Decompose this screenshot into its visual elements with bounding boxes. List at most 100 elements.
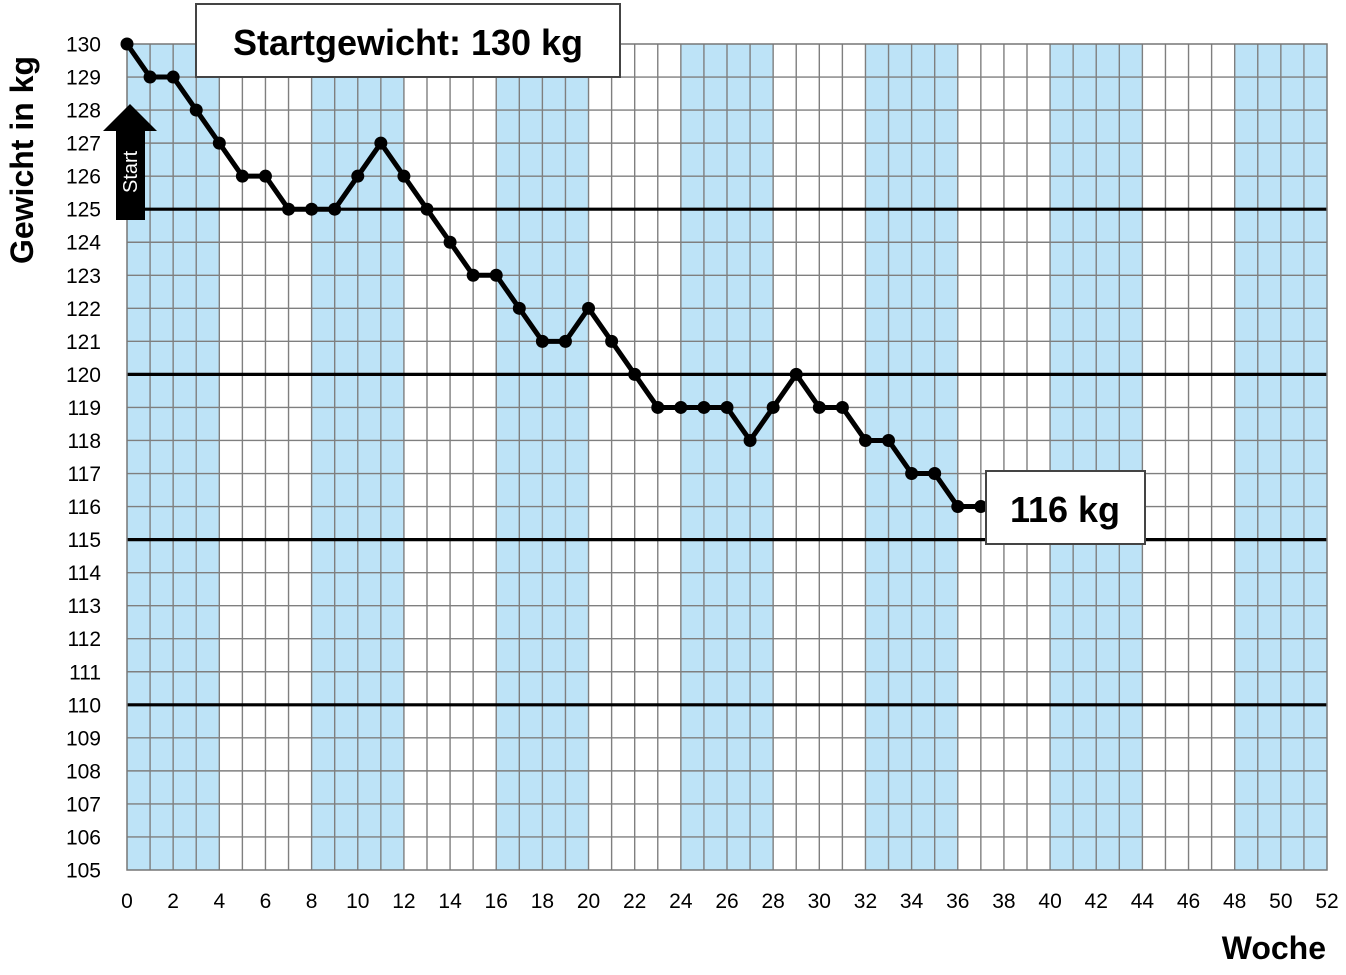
data-point-week-28 xyxy=(766,400,780,414)
y-axis-title: Gewicht in kg xyxy=(4,56,40,264)
x-tick-label-30: 30 xyxy=(808,890,831,913)
data-point-week-14 xyxy=(443,235,457,249)
data-point-week-12 xyxy=(397,169,411,183)
x-tick-label-48: 48 xyxy=(1223,890,1246,913)
data-point-week-32 xyxy=(858,433,872,447)
y-tick-label-117: 117 xyxy=(68,463,101,486)
y-tick-label-128: 128 xyxy=(66,100,101,123)
data-point-week-9 xyxy=(328,202,342,216)
x-tick-label-22: 22 xyxy=(623,890,646,913)
y-tick-label-118: 118 xyxy=(68,430,101,453)
y-tick-label-106: 106 xyxy=(66,826,101,849)
data-point-week-33 xyxy=(882,433,896,447)
x-tick-label-50: 50 xyxy=(1269,890,1292,913)
data-point-week-26 xyxy=(720,400,734,414)
x-tick-label-6: 6 xyxy=(260,890,272,913)
x-tick-label-2: 2 xyxy=(167,890,179,913)
data-point-week-16 xyxy=(489,268,503,282)
data-point-week-22 xyxy=(628,367,642,381)
x-tick-label-34: 34 xyxy=(900,890,924,913)
data-point-week-6 xyxy=(258,169,272,183)
y-tick-label-127: 127 xyxy=(66,133,101,156)
end-weight-label: 116 kg xyxy=(1010,489,1120,530)
x-tick-label-44: 44 xyxy=(1131,890,1155,913)
y-tick-labels: 105 106 107 108 109 110 111 112 113 114 115 116 117 1… xyxy=(66,34,101,883)
x-tick-label-14: 14 xyxy=(438,890,462,913)
y-tick-label-114: 114 xyxy=(68,562,102,585)
x-tick-label-18: 18 xyxy=(531,890,554,913)
data-point-week-36 xyxy=(951,500,965,514)
y-tick-label-119: 119 xyxy=(68,397,101,420)
data-point-week-19 xyxy=(558,334,572,348)
weight-series xyxy=(120,37,988,514)
data-point-week-2 xyxy=(166,70,180,84)
data-point-week-31 xyxy=(835,400,849,414)
data-point-week-17 xyxy=(512,301,526,315)
data-point-week-13 xyxy=(420,202,434,216)
y-tick-label-107: 107 xyxy=(66,793,101,816)
data-point-week-4 xyxy=(212,136,226,150)
grid xyxy=(127,44,1327,870)
data-point-week-23 xyxy=(651,400,665,414)
data-point-week-1 xyxy=(143,70,157,84)
data-point-week-11 xyxy=(374,136,388,150)
x-tick-label-16: 16 xyxy=(485,890,508,913)
data-point-week-35 xyxy=(928,467,942,481)
y-tick-label-105: 105 xyxy=(66,860,101,883)
data-point-week-29 xyxy=(789,367,803,381)
start-marker: Start xyxy=(103,104,157,220)
data-point-week-8 xyxy=(305,202,319,216)
x-tick-label-0: 0 xyxy=(121,890,133,913)
data-point-week-20 xyxy=(582,301,596,315)
x-tick-label-20: 20 xyxy=(577,890,600,913)
y-tick-label-124: 124 xyxy=(66,232,101,255)
start-weight-callout: Startgewicht: 130 kg xyxy=(195,3,621,78)
y-tick-label-110: 110 xyxy=(68,694,101,717)
y-tick-label-125: 125 xyxy=(66,199,101,222)
x-tick-label-46: 46 xyxy=(1177,890,1200,913)
y-tick-label-120: 120 xyxy=(66,364,101,387)
start-weight-label: Startgewicht: 130 kg xyxy=(233,22,583,63)
y-tick-label-121: 121 xyxy=(66,331,101,354)
x-tick-label-4: 4 xyxy=(213,890,225,913)
data-point-week-21 xyxy=(605,334,619,348)
x-tick-labels: 0 2 4 6 8 10 12 14 16 18 20 22 24 26 28 30 32 34 36 38 40 42 4… xyxy=(121,890,1339,913)
start-arrow-icon xyxy=(103,104,157,220)
x-tick-label-8: 8 xyxy=(306,890,318,913)
data-point-week-5 xyxy=(235,169,249,183)
data-point-week-25 xyxy=(697,400,711,414)
end-weight-callout: 116 kg xyxy=(985,470,1146,545)
x-tick-label-28: 28 xyxy=(761,890,784,913)
data-point-week-0 xyxy=(120,37,134,51)
x-axis-title: Woche xyxy=(1222,930,1326,966)
y-tick-label-111: 111 xyxy=(69,661,101,684)
data-point-week-3 xyxy=(189,103,203,117)
x-tick-label-26: 26 xyxy=(715,890,738,913)
x-tick-label-36: 36 xyxy=(946,890,969,913)
y-tick-label-108: 108 xyxy=(66,760,101,783)
x-tick-label-52: 52 xyxy=(1315,890,1338,913)
data-point-week-30 xyxy=(812,400,826,414)
y-tick-label-109: 109 xyxy=(66,727,101,750)
x-tick-label-32: 32 xyxy=(854,890,877,913)
x-tick-label-42: 42 xyxy=(1085,890,1108,913)
y-tick-label-115: 115 xyxy=(68,529,101,552)
y-tick-label-112: 112 xyxy=(68,628,101,651)
data-point-week-27 xyxy=(743,433,757,447)
data-point-week-34 xyxy=(905,467,919,481)
data-point-week-24 xyxy=(674,400,688,414)
y-tick-label-130: 130 xyxy=(66,34,101,57)
y-tick-label-116: 116 xyxy=(68,496,101,519)
x-tick-label-40: 40 xyxy=(1038,890,1061,913)
x-tick-label-38: 38 xyxy=(992,890,1015,913)
data-point-week-15 xyxy=(466,268,480,282)
plot-border xyxy=(126,43,1328,871)
x-tick-label-12: 12 xyxy=(392,890,415,913)
y-tick-label-123: 123 xyxy=(66,265,101,288)
y-tick-label-113: 113 xyxy=(68,595,101,618)
data-point-week-18 xyxy=(535,334,549,348)
data-point-week-10 xyxy=(351,169,365,183)
x-tick-label-24: 24 xyxy=(669,890,693,913)
start-marker-label: Start xyxy=(120,150,142,193)
